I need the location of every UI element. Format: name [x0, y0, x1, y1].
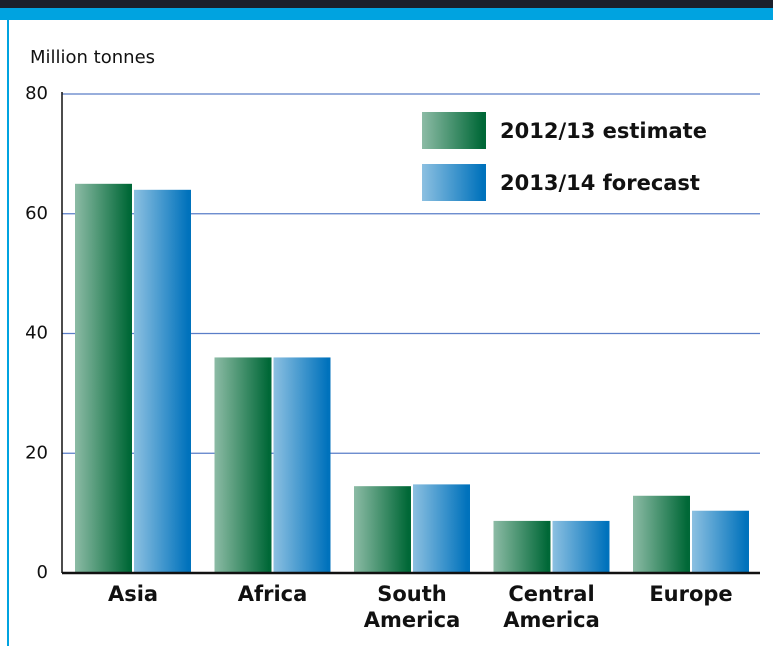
bar: [354, 486, 411, 573]
y-tick-label: 0: [37, 562, 48, 583]
left-border: [7, 20, 9, 646]
y-tick-label: 80: [25, 83, 48, 104]
x-tick-label: Central America: [503, 582, 600, 632]
x-tick-label: Africa: [237, 582, 308, 606]
y-tick-label: 40: [25, 323, 48, 344]
legend-swatch: [422, 164, 486, 201]
bar: [413, 484, 470, 573]
legend-label: 2012/13 estimate: [500, 119, 707, 143]
bar: [214, 357, 272, 573]
top-bar: [0, 0, 773, 8]
x-tick-label: South America: [363, 582, 461, 632]
top-band: [0, 8, 773, 20]
bar: [552, 520, 610, 573]
bar: [273, 357, 331, 573]
x-tick-label: Asia: [107, 582, 159, 606]
bar: [493, 520, 551, 573]
bar: [134, 189, 191, 574]
bar: [75, 183, 132, 573]
x-tick-label: Europe: [649, 582, 733, 606]
bar: [633, 495, 690, 573]
y-axis-label: Million tonnes: [30, 47, 155, 68]
y-tick-label: 20: [25, 442, 48, 463]
bar: [692, 510, 749, 573]
y-tick-label: 60: [25, 203, 48, 224]
legend-swatch: [422, 112, 486, 149]
legend-label: 2013/14 forecast: [500, 171, 700, 195]
